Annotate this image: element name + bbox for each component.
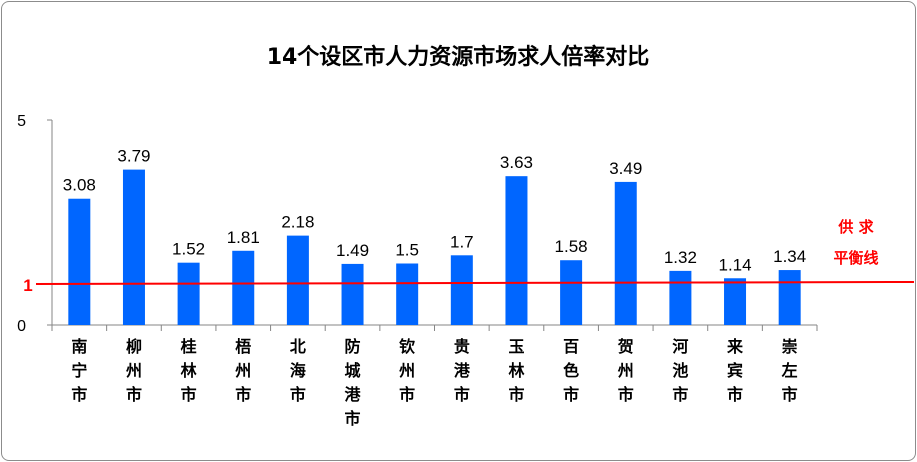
category-label-char: 市 <box>454 385 470 404</box>
category-label-char: 市 <box>618 385 634 404</box>
category-label-char: 市 <box>235 385 251 404</box>
bar <box>232 250 255 325</box>
bar-value-label: 1.34 <box>773 247 806 266</box>
bar-value-label: 1.81 <box>227 228 260 247</box>
category-label-char: 桂 <box>180 337 197 356</box>
bar <box>286 235 309 325</box>
value-labels-group: 3.08 3.79 1.52 1.81 2.18 1.49 1.5 1.7 3.63 1.58 3.… <box>63 147 806 275</box>
category-label-char: 港 <box>345 385 362 404</box>
category-label-char: 市 <box>126 385 142 404</box>
category-label-char: 州 <box>125 361 142 380</box>
bar <box>560 260 583 325</box>
bar <box>505 176 528 325</box>
chart-title: 14个设区市人力资源市场求人倍率对比 <box>267 44 650 70</box>
category-label-char: 市 <box>290 385 306 404</box>
category-label-char: 贺 <box>617 337 634 356</box>
bar-value-label: 3.63 <box>500 153 533 172</box>
bar <box>122 169 145 325</box>
category-label-char: 海 <box>290 361 306 380</box>
reference-line-label-line2: 平衡线 <box>833 249 878 267</box>
bars-group <box>68 169 801 325</box>
category-label-char: 来 <box>726 337 744 356</box>
bar <box>177 262 200 325</box>
bar-value-label: 1.52 <box>172 240 205 259</box>
bar <box>614 181 637 325</box>
bar-value-label: 1.5 <box>395 241 419 260</box>
category-label-char: 市 <box>345 409 361 428</box>
bar <box>396 263 419 325</box>
category-label-char: 市 <box>672 385 688 404</box>
y-tick-label-0: 0 <box>17 318 26 335</box>
category-label-char: 崇 <box>782 337 798 356</box>
category-label-char: 北 <box>290 337 306 356</box>
category-label-char: 市 <box>71 385 87 404</box>
category-label-char: 城 <box>345 361 361 380</box>
bar-value-label: 1.32 <box>664 248 697 267</box>
category-label-char: 宾 <box>727 361 743 380</box>
category-label-char: 左 <box>781 361 798 380</box>
y-tick-label-5: 5 <box>17 113 26 130</box>
category-label-char: 防 <box>345 337 361 356</box>
category-label-char: 玉 <box>508 337 524 356</box>
bar <box>341 263 364 325</box>
axes <box>51 120 817 326</box>
bar <box>450 255 473 325</box>
category-label-char: 百 <box>563 337 579 356</box>
category-label-char: 梧 <box>235 337 251 356</box>
bar-value-label: 3.49 <box>609 159 642 178</box>
category-label-char: 市 <box>399 385 415 404</box>
reference-line-label-line1: 供 求 <box>837 218 874 236</box>
category-label-char: 南 <box>71 337 87 356</box>
category-label-char: 柳 <box>126 337 142 356</box>
bar-value-label: 3.79 <box>117 147 150 166</box>
balance-reference-line <box>35 281 915 285</box>
category-label-char: 州 <box>617 361 634 380</box>
reference-value-label: 1 <box>23 276 32 295</box>
category-label-char: 色 <box>563 361 579 380</box>
category-label-char: 市 <box>563 385 579 404</box>
category-label-char: 钦 <box>399 337 415 356</box>
category-label-char: 州 <box>234 361 251 380</box>
bar-value-label: 1.14 <box>718 255 751 274</box>
category-label-char: 港 <box>454 361 471 380</box>
bar-value-label: 1.49 <box>336 241 369 260</box>
category-label-char: 市 <box>508 385 524 404</box>
bar <box>669 270 692 325</box>
category-labels-group: 南宁市柳州市桂林市梧州市北海市防城港市钦州市贵港市玉林市百色市贺州市河池市来宾市… <box>71 337 797 428</box>
bar-value-label: 1.7 <box>450 232 474 251</box>
category-label-char: 市 <box>727 385 743 404</box>
category-label-char: 河 <box>672 337 688 356</box>
bar-value-label: 2.18 <box>281 213 314 232</box>
bar-value-label: 1.58 <box>555 237 588 256</box>
category-label-char: 宁 <box>71 361 87 380</box>
category-label-char: 贵 <box>454 337 470 356</box>
bar <box>68 198 91 325</box>
x-ticks-group <box>47 119 818 331</box>
bar <box>724 278 747 325</box>
category-label-char: 市 <box>181 385 197 404</box>
category-label-char: 林 <box>181 361 197 380</box>
category-label-char: 池 <box>672 361 688 380</box>
bar-value-label: 3.08 <box>63 176 96 195</box>
category-label-char: 市 <box>782 385 798 404</box>
category-label-char: 州 <box>398 361 415 380</box>
category-label-char: 林 <box>508 361 524 380</box>
bar <box>778 270 801 325</box>
